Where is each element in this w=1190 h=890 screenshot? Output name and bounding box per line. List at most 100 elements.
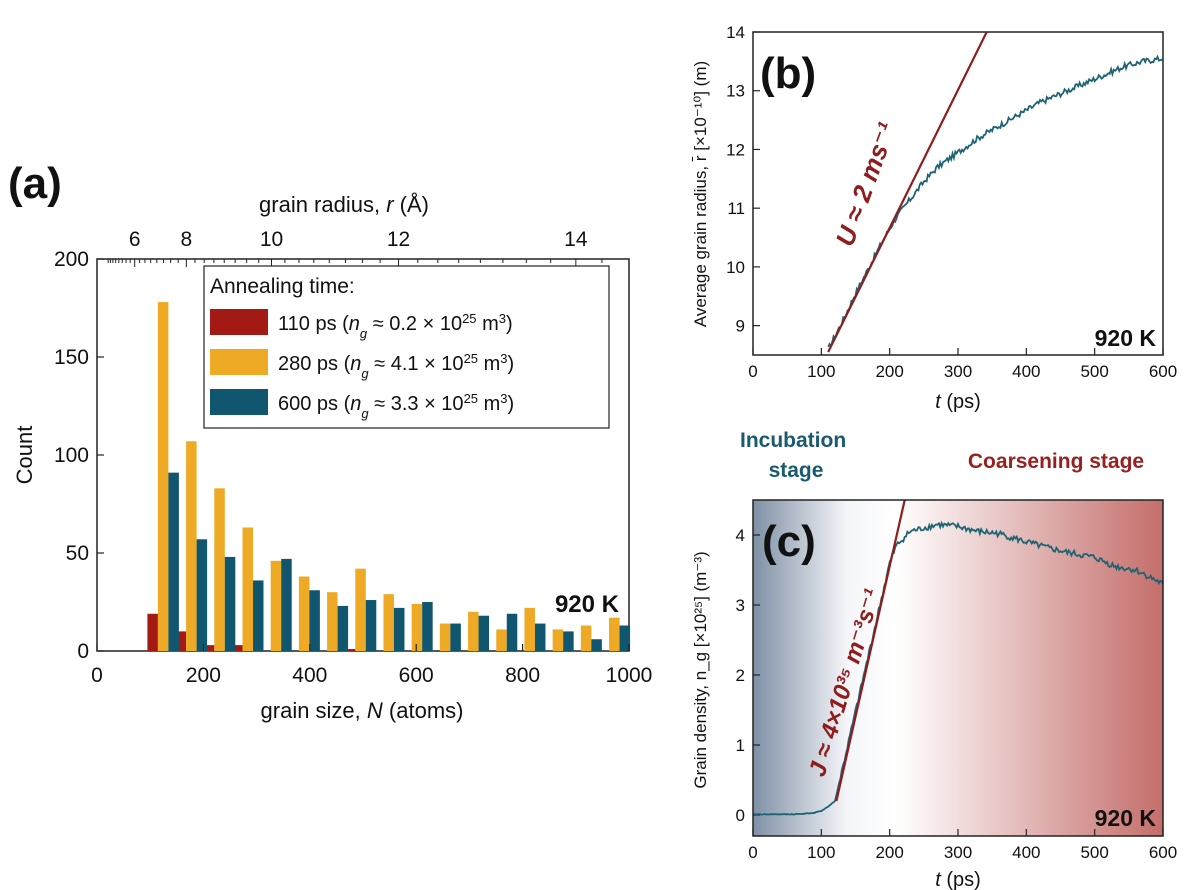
y-tick-label: 9 — [736, 317, 745, 336]
bar — [552, 629, 564, 651]
panel-a-x-axis-title: grain size, N (atoms) — [261, 698, 464, 723]
bar — [439, 623, 451, 651]
x-tick-label: 200 — [875, 843, 903, 862]
panel-a-top-axis-title: grain radius, r (Å) — [259, 192, 429, 217]
bar — [203, 645, 215, 651]
bar — [478, 615, 490, 651]
legend-label: 600 ps (ng ≈ 3.3 × 1025 m3) — [278, 391, 514, 421]
y-tick-label: 50 — [66, 542, 89, 565]
x-tick-label: 600 — [1149, 843, 1177, 862]
bar — [147, 613, 158, 651]
bar — [393, 607, 405, 651]
y-tick-label: 4 — [736, 526, 745, 545]
bar — [231, 645, 243, 651]
panel-b-temperature: 920 K — [1095, 325, 1157, 351]
panel-c-axes: 0 100 200 300 400 500 600 0 1 2 3 4 — [736, 526, 1178, 862]
bar — [506, 613, 518, 651]
panel-b-x-axis-title: t (ps) — [935, 391, 981, 413]
y-tick-label: 13 — [726, 82, 745, 101]
y-tick-label: 11 — [727, 199, 745, 218]
y-tick-label: 0 — [77, 640, 89, 663]
y-tick-label: 0 — [736, 806, 745, 825]
bar — [214, 488, 225, 651]
top-tick-label: 14 — [564, 228, 588, 251]
data-line — [752, 520, 1164, 816]
panel-a-axes: 0 200 400 600 800 1000 0 50 100 150 200 6 8 10 12 14 — [54, 228, 652, 687]
legend-swatch — [210, 309, 268, 335]
panel-a-label: (a) — [8, 159, 62, 208]
y-tick-label: 150 — [54, 346, 89, 369]
bar — [365, 600, 377, 651]
bar — [175, 631, 187, 651]
x-tick-label: 400 — [1012, 362, 1040, 381]
y-tick-label: 12 — [726, 140, 745, 159]
bar — [224, 556, 236, 651]
bar — [422, 602, 433, 651]
y-tick-label: 1 — [736, 736, 745, 755]
panel-c-y-axis-title: Grain density, n_g [×10²⁵] (m⁻³) — [691, 551, 710, 788]
panel-a-bars — [147, 302, 631, 651]
x-tick-label: 400 — [292, 664, 327, 687]
y-tick-label: 100 — [54, 444, 89, 467]
y-tick-label: 14 — [726, 23, 745, 42]
x-tick-label: 0 — [91, 664, 103, 687]
legend-label: 110 ps (ng ≈ 0.2 × 1025 m3) — [278, 311, 513, 341]
legend-label: 280 ps (ng ≈ 4.1 × 1025 m3) — [278, 351, 514, 381]
bar — [298, 576, 310, 651]
x-tick-label: 600 — [1149, 362, 1177, 381]
bar — [355, 568, 366, 651]
panel-b-y-axis-title: Average grain radius, r̄ [×10⁻¹⁰] (m) — [691, 61, 710, 327]
panel-c-lines — [752, 499, 1164, 816]
x-tick-label: 0 — [748, 362, 757, 381]
bar — [281, 558, 292, 651]
x-tick-label: 300 — [944, 362, 972, 381]
bar — [619, 625, 631, 651]
panel-a-legend: Annealing time: 110 ps (ng ≈ 0.2 × 1025 … — [203, 265, 610, 429]
bar — [563, 631, 574, 651]
x-tick-label: 600 — [399, 664, 434, 687]
panel-c-label: (c) — [762, 517, 816, 566]
bar — [196, 539, 208, 651]
bar — [580, 625, 592, 651]
top-tick-label: 12 — [387, 228, 410, 251]
bar — [468, 611, 479, 651]
x-tick-label: 1000 — [606, 664, 653, 687]
x-tick-label: 100 — [807, 843, 835, 862]
bar — [309, 590, 320, 651]
bar — [411, 603, 423, 651]
legend-swatch — [210, 349, 268, 375]
bar — [383, 594, 394, 651]
panel-a-y-axis-title: Count — [12, 426, 37, 485]
bar — [496, 629, 507, 651]
panel-b-axes: 0 100 200 300 400 500 600 9 10 11 12 13 14 — [726, 23, 1177, 381]
x-tick-label: 100 — [807, 362, 835, 381]
y-tick-label: 3 — [736, 596, 745, 615]
x-tick-label: 300 — [944, 843, 972, 862]
coarsening-stage-label: Coarsening stage — [968, 450, 1144, 473]
top-tick-label: 8 — [181, 228, 193, 251]
x-tick-label: 200 — [875, 362, 903, 381]
legend-swatch — [210, 389, 268, 415]
x-tick-label: 200 — [186, 664, 221, 687]
top-tick-label: 10 — [260, 228, 283, 251]
bar — [168, 472, 179, 651]
panel-b-lines — [827, 31, 1164, 353]
legend-box — [203, 265, 610, 429]
panel-b-label: (b) — [760, 49, 816, 98]
top-tick-label: 6 — [129, 228, 141, 251]
bar — [450, 623, 461, 651]
y-tick-label: 2 — [736, 666, 745, 685]
y-tick-label: 200 — [54, 248, 89, 271]
legend-title: Annealing time: — [210, 275, 355, 298]
y-tick-label: 10 — [726, 258, 745, 277]
bar — [591, 639, 602, 651]
panel-c-plot-frame — [752, 499, 1164, 837]
bar — [524, 607, 535, 651]
incubation-stage-label: Incubation stage — [740, 429, 852, 482]
panel-a: (a) grain radius, r (Å) 0 200 400 600 800 100… — [8, 159, 652, 723]
bar — [252, 580, 264, 651]
panel-c-x-axis-title: t (ps) — [935, 869, 981, 890]
legend-items: 110 ps (ng ≈ 0.2 × 1025 m3) 280 ps (ng ≈ … — [210, 309, 514, 421]
bar — [534, 623, 546, 651]
